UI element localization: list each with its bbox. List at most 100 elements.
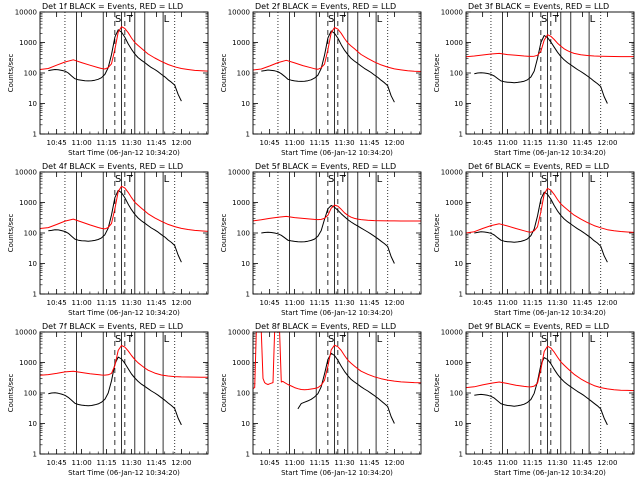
x-tick-label: 11:30 <box>121 299 141 307</box>
x-tick-label: 12:00 <box>384 139 404 147</box>
marker-letter-s: S <box>115 14 121 25</box>
x-tick-label: 11:45 <box>146 139 166 147</box>
x-tick-label: 11:15 <box>522 459 542 467</box>
series-events-line <box>474 35 608 104</box>
y-tick-label: 100 <box>24 70 37 78</box>
plot-frame <box>39 331 209 455</box>
x-tick-label: 11:45 <box>359 459 379 467</box>
y-axis-label: Counts/sec <box>433 54 441 93</box>
marker-letter-l: L <box>164 14 170 25</box>
marker-letter-l: L <box>590 14 596 25</box>
panel-title: Det 3f BLACK = Events, RED = LLD <box>468 2 609 11</box>
marker-letter-t: T <box>339 174 347 185</box>
marker-letter-t: T <box>552 14 560 25</box>
y-axis-label: Counts/sec <box>220 214 228 253</box>
marker-letter-s: S <box>328 334 334 345</box>
x-tick-label: 12:00 <box>384 459 404 467</box>
x-tick-label: 12:00 <box>171 139 191 147</box>
x-tick-label: 11:00 <box>497 459 517 467</box>
x-axis-label: Start Time (06-Jan-12 10:34:20) <box>68 149 180 157</box>
y-axis-label: Counts/sec <box>7 214 15 253</box>
panel-title: Det 1f BLACK = Events, RED = LLD <box>42 2 183 11</box>
x-axis-label: Start Time (06-Jan-12 10:34:20) <box>281 149 393 157</box>
marker-letter-l: L <box>377 334 383 345</box>
marker-letter-l: L <box>590 334 596 345</box>
marker-letter-t: T <box>126 14 134 25</box>
y-tick-label: 1000 <box>232 39 250 47</box>
x-tick-label: 11:45 <box>359 299 379 307</box>
marker-letter-t: T <box>552 334 560 345</box>
x-tick-label: 11:15 <box>309 459 329 467</box>
x-tick-label: 11:15 <box>96 139 116 147</box>
y-tick-label: 1 <box>33 451 37 459</box>
y-tick-label: 10 <box>241 100 250 108</box>
y-tick-label: 10000 <box>441 9 463 17</box>
x-tick-label: 10:45 <box>260 299 280 307</box>
plot-frame <box>465 331 635 455</box>
marker-letter-l: L <box>164 174 170 185</box>
y-tick-label: 10 <box>28 260 37 268</box>
y-tick-label: 1000 <box>19 39 37 47</box>
marker-letter-t: T <box>339 334 347 345</box>
marker-letter-t: T <box>552 174 560 185</box>
x-tick-label: 10:45 <box>473 139 493 147</box>
panel-title: Det 2f BLACK = Events, RED = LLD <box>255 2 396 11</box>
y-tick-label: 10000 <box>15 169 37 177</box>
x-axis-label: Start Time (06-Jan-12 10:34:20) <box>68 469 180 477</box>
y-axis-label: Counts/sec <box>220 374 228 413</box>
series-lld-line <box>252 204 421 222</box>
x-tick-label: 10:45 <box>260 459 280 467</box>
y-tick-label: 100 <box>450 70 463 78</box>
x-tick-label: 11:45 <box>146 299 166 307</box>
plot-frame <box>252 171 422 295</box>
marker-letter-t: T <box>126 174 134 185</box>
y-tick-label: 100 <box>450 390 463 398</box>
series-events-line <box>474 191 608 263</box>
x-tick-label: 11:30 <box>334 139 354 147</box>
y-tick-label: 100 <box>237 70 250 78</box>
y-tick-label: 10000 <box>15 9 37 17</box>
y-tick-label: 1 <box>459 131 463 139</box>
y-tick-label: 1000 <box>232 199 250 207</box>
x-tick-label: 11:45 <box>359 139 379 147</box>
detector-panel-8: Det 8f BLACK = Events, RED = LLD Counts/s… <box>220 322 422 477</box>
series-lld-line <box>252 27 422 72</box>
marker-letter-s: S <box>541 334 547 345</box>
x-tick-label: 12:00 <box>597 459 617 467</box>
x-tick-label: 11:00 <box>284 139 304 147</box>
marker-letter-s: S <box>115 174 121 185</box>
y-tick-label: 1000 <box>232 359 250 367</box>
y-tick-label: 10 <box>241 260 250 268</box>
y-tick-label: 100 <box>237 390 250 398</box>
x-tick-label: 11:15 <box>96 459 116 467</box>
y-axis-label: Counts/sec <box>220 54 228 93</box>
series-lld-line <box>465 345 635 392</box>
y-tick-label: 100 <box>450 230 463 238</box>
x-axis-label: Start Time (06-Jan-12 10:34:20) <box>494 309 606 317</box>
y-tick-label: 10 <box>241 420 250 428</box>
y-tick-label: 1000 <box>445 199 463 207</box>
y-axis-label: Counts/sec <box>433 214 441 253</box>
marker-letter-l: L <box>377 14 383 25</box>
y-tick-label: 10000 <box>228 9 250 17</box>
x-tick-label: 11:45 <box>572 139 592 147</box>
series-events-line <box>261 30 395 103</box>
x-tick-label: 11:00 <box>71 139 91 147</box>
detector-panel-6: Det 6f BLACK = Events, RED = LLD Counts/s… <box>433 162 635 317</box>
x-tick-label: 11:45 <box>146 459 166 467</box>
y-tick-label: 10000 <box>441 169 463 177</box>
marker-letter-t: T <box>339 14 347 25</box>
x-tick-label: 11:45 <box>572 459 592 467</box>
x-tick-label: 11:00 <box>71 459 91 467</box>
marker-letter-s: S <box>541 174 547 185</box>
plot-frame <box>252 331 422 455</box>
marker-letter-s: S <box>328 174 334 185</box>
y-tick-label: 100 <box>24 390 37 398</box>
x-tick-label: 11:45 <box>572 299 592 307</box>
x-axis-label: Start Time (06-Jan-12 10:34:20) <box>68 309 180 317</box>
plot-frame <box>39 171 209 295</box>
marker-letter-s: S <box>541 14 547 25</box>
x-tick-label: 11:30 <box>334 299 354 307</box>
y-tick-label: 1000 <box>19 359 37 367</box>
